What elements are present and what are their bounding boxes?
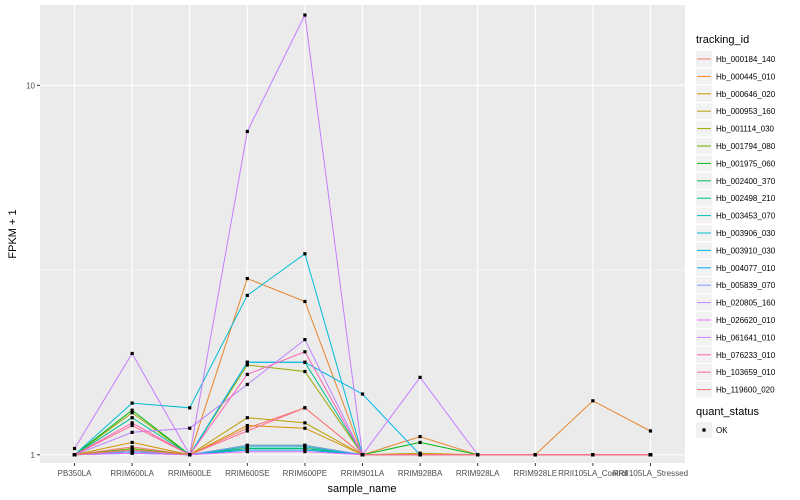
point-s4-3 bbox=[245, 363, 249, 367]
point-s10-1 bbox=[130, 401, 134, 405]
legend-label-4: Hb_001114_030 bbox=[716, 125, 775, 134]
point-s19-3 bbox=[245, 426, 249, 430]
point-s14-4 bbox=[303, 338, 307, 342]
x-tick-label-2: RRIM600LE bbox=[168, 469, 212, 478]
point-s1-6 bbox=[418, 434, 422, 439]
point-s2-4 bbox=[303, 426, 307, 430]
data-points bbox=[72, 13, 653, 457]
legend-label-19: Hb_119600_020 bbox=[716, 386, 775, 395]
x-tick-label-5: RRIM901LA bbox=[341, 469, 385, 478]
legend2-title: quant_status bbox=[696, 406, 759, 418]
x-axis: PB350LA RRIM600LA RRIM600LE RRIM600SE RRIM60… bbox=[58, 463, 688, 478]
point-s14-3 bbox=[245, 382, 249, 387]
x-tick-label-7: RRIM928LA bbox=[456, 469, 500, 478]
point-s14-2 bbox=[188, 426, 192, 430]
point-s2-1 bbox=[130, 440, 134, 445]
legend-label-10: Hb_003906_030 bbox=[716, 229, 776, 238]
shape-label-0: OK bbox=[716, 426, 728, 435]
point-s16-1 bbox=[130, 351, 134, 356]
point-s13-4 bbox=[303, 443, 307, 448]
point-s17-4 bbox=[303, 350, 307, 354]
legend-label-5: Hb_001794_080 bbox=[716, 142, 776, 151]
legend-label-17: Hb_076233_010 bbox=[716, 351, 776, 360]
point-s19-0 bbox=[72, 453, 77, 457]
point-s6-6 bbox=[418, 440, 422, 445]
point-s16-0 bbox=[72, 446, 77, 451]
x-tick-label-9: RRII105LA_Control bbox=[558, 469, 628, 478]
legend-tracking-id: tracking_id Hb_000184_140 Hb_000445_010 Hb… bbox=[696, 34, 776, 398]
legend-label-0: Hb_000184_140 bbox=[716, 55, 776, 64]
x-tick-label-1: RRIM600LA bbox=[110, 469, 154, 478]
legend-label-18: Hb_103659_010 bbox=[716, 368, 776, 377]
point-s3-4 bbox=[303, 421, 307, 425]
point-s11-4 bbox=[303, 360, 307, 364]
point-s15-4 bbox=[303, 449, 307, 454]
legend-label-12: Hb_004077_010 bbox=[716, 264, 776, 273]
legend-label-9: Hb_003453_070 bbox=[716, 212, 776, 221]
legend-label-1: Hb_000445_010 bbox=[716, 72, 776, 81]
point-s11-3 bbox=[245, 360, 249, 364]
point-s19-7 bbox=[476, 453, 480, 457]
x-tick-label-3: RRIM600SE bbox=[225, 469, 269, 478]
point-s4-1 bbox=[130, 411, 134, 415]
point-s1-10 bbox=[648, 429, 653, 433]
point-s13-3 bbox=[245, 443, 249, 448]
legend-label-8: Hb_002498_210 bbox=[716, 194, 776, 203]
point-s1-4 bbox=[303, 299, 307, 304]
point-s18-3 bbox=[245, 429, 249, 433]
legend-label-11: Hb_003910_030 bbox=[716, 246, 776, 255]
legend-label-13: Hb_005839_070 bbox=[716, 281, 776, 290]
legend-label-14: Hb_020805_160 bbox=[716, 299, 776, 308]
point-s15-1 bbox=[130, 451, 134, 455]
y-tick-label-0: 1 bbox=[31, 451, 36, 460]
point-s1-9 bbox=[591, 399, 595, 403]
legend-label-7: Hb_002400_370 bbox=[716, 177, 776, 186]
point-s17-3 bbox=[245, 372, 249, 377]
point-s19-4 bbox=[303, 406, 307, 410]
x-tick-label-4: RRIM600PE bbox=[283, 469, 327, 478]
point-s14-1 bbox=[130, 430, 134, 434]
y-axis: 1 10 bbox=[26, 81, 40, 460]
point-s19-5 bbox=[360, 453, 365, 457]
point-s11-5 bbox=[360, 392, 365, 396]
legend-label-6: Hb_001975_060 bbox=[716, 159, 776, 168]
point-s16-6 bbox=[418, 375, 422, 379]
point-s16-4 bbox=[303, 13, 307, 17]
point-s19-10 bbox=[648, 453, 653, 457]
point-s19-9 bbox=[591, 453, 595, 457]
point-s15-3 bbox=[245, 449, 249, 454]
x-tick-label-10: RRII105LA_Stressed bbox=[613, 469, 688, 478]
point-s19-2 bbox=[188, 453, 192, 457]
point-s16-3 bbox=[245, 129, 249, 134]
point-s19-6 bbox=[418, 453, 422, 457]
point-s3-3 bbox=[245, 416, 249, 420]
x-tick-label-0: PB350LA bbox=[58, 469, 92, 478]
y-tick-label-1: 10 bbox=[26, 81, 35, 90]
point-s19-1 bbox=[130, 448, 134, 452]
legend-label-16: Hb_061641_010 bbox=[716, 333, 776, 342]
legend-label-3: Hb_000953_160 bbox=[716, 107, 776, 116]
point-s19-8 bbox=[533, 453, 537, 457]
x-axis-title: sample_name bbox=[327, 483, 396, 495]
legend-label-2: Hb_000646_020 bbox=[716, 90, 776, 99]
point-s4-4 bbox=[303, 369, 307, 374]
legend-label-15: Hb_026620_010 bbox=[716, 316, 776, 325]
shape-key-0 bbox=[702, 428, 706, 432]
point-s8-1 bbox=[130, 416, 134, 420]
point-s2-3 bbox=[245, 423, 249, 428]
point-s10-3 bbox=[245, 293, 249, 298]
point-s17-1 bbox=[130, 421, 134, 425]
legend-title: tracking_id bbox=[696, 34, 749, 46]
point-s18-1 bbox=[130, 423, 134, 428]
point-s1-3 bbox=[245, 276, 249, 281]
point-s6-1 bbox=[130, 408, 134, 412]
x-tick-label-8: RRIM928LE bbox=[513, 469, 557, 478]
y-axis-title: FPKM + 1 bbox=[7, 209, 19, 258]
point-s10-4 bbox=[303, 252, 307, 256]
legend-quant-status: quant_status OK bbox=[696, 406, 759, 438]
point-s10-2 bbox=[188, 406, 192, 410]
x-tick-label-6: RRIM928BA bbox=[398, 469, 443, 478]
